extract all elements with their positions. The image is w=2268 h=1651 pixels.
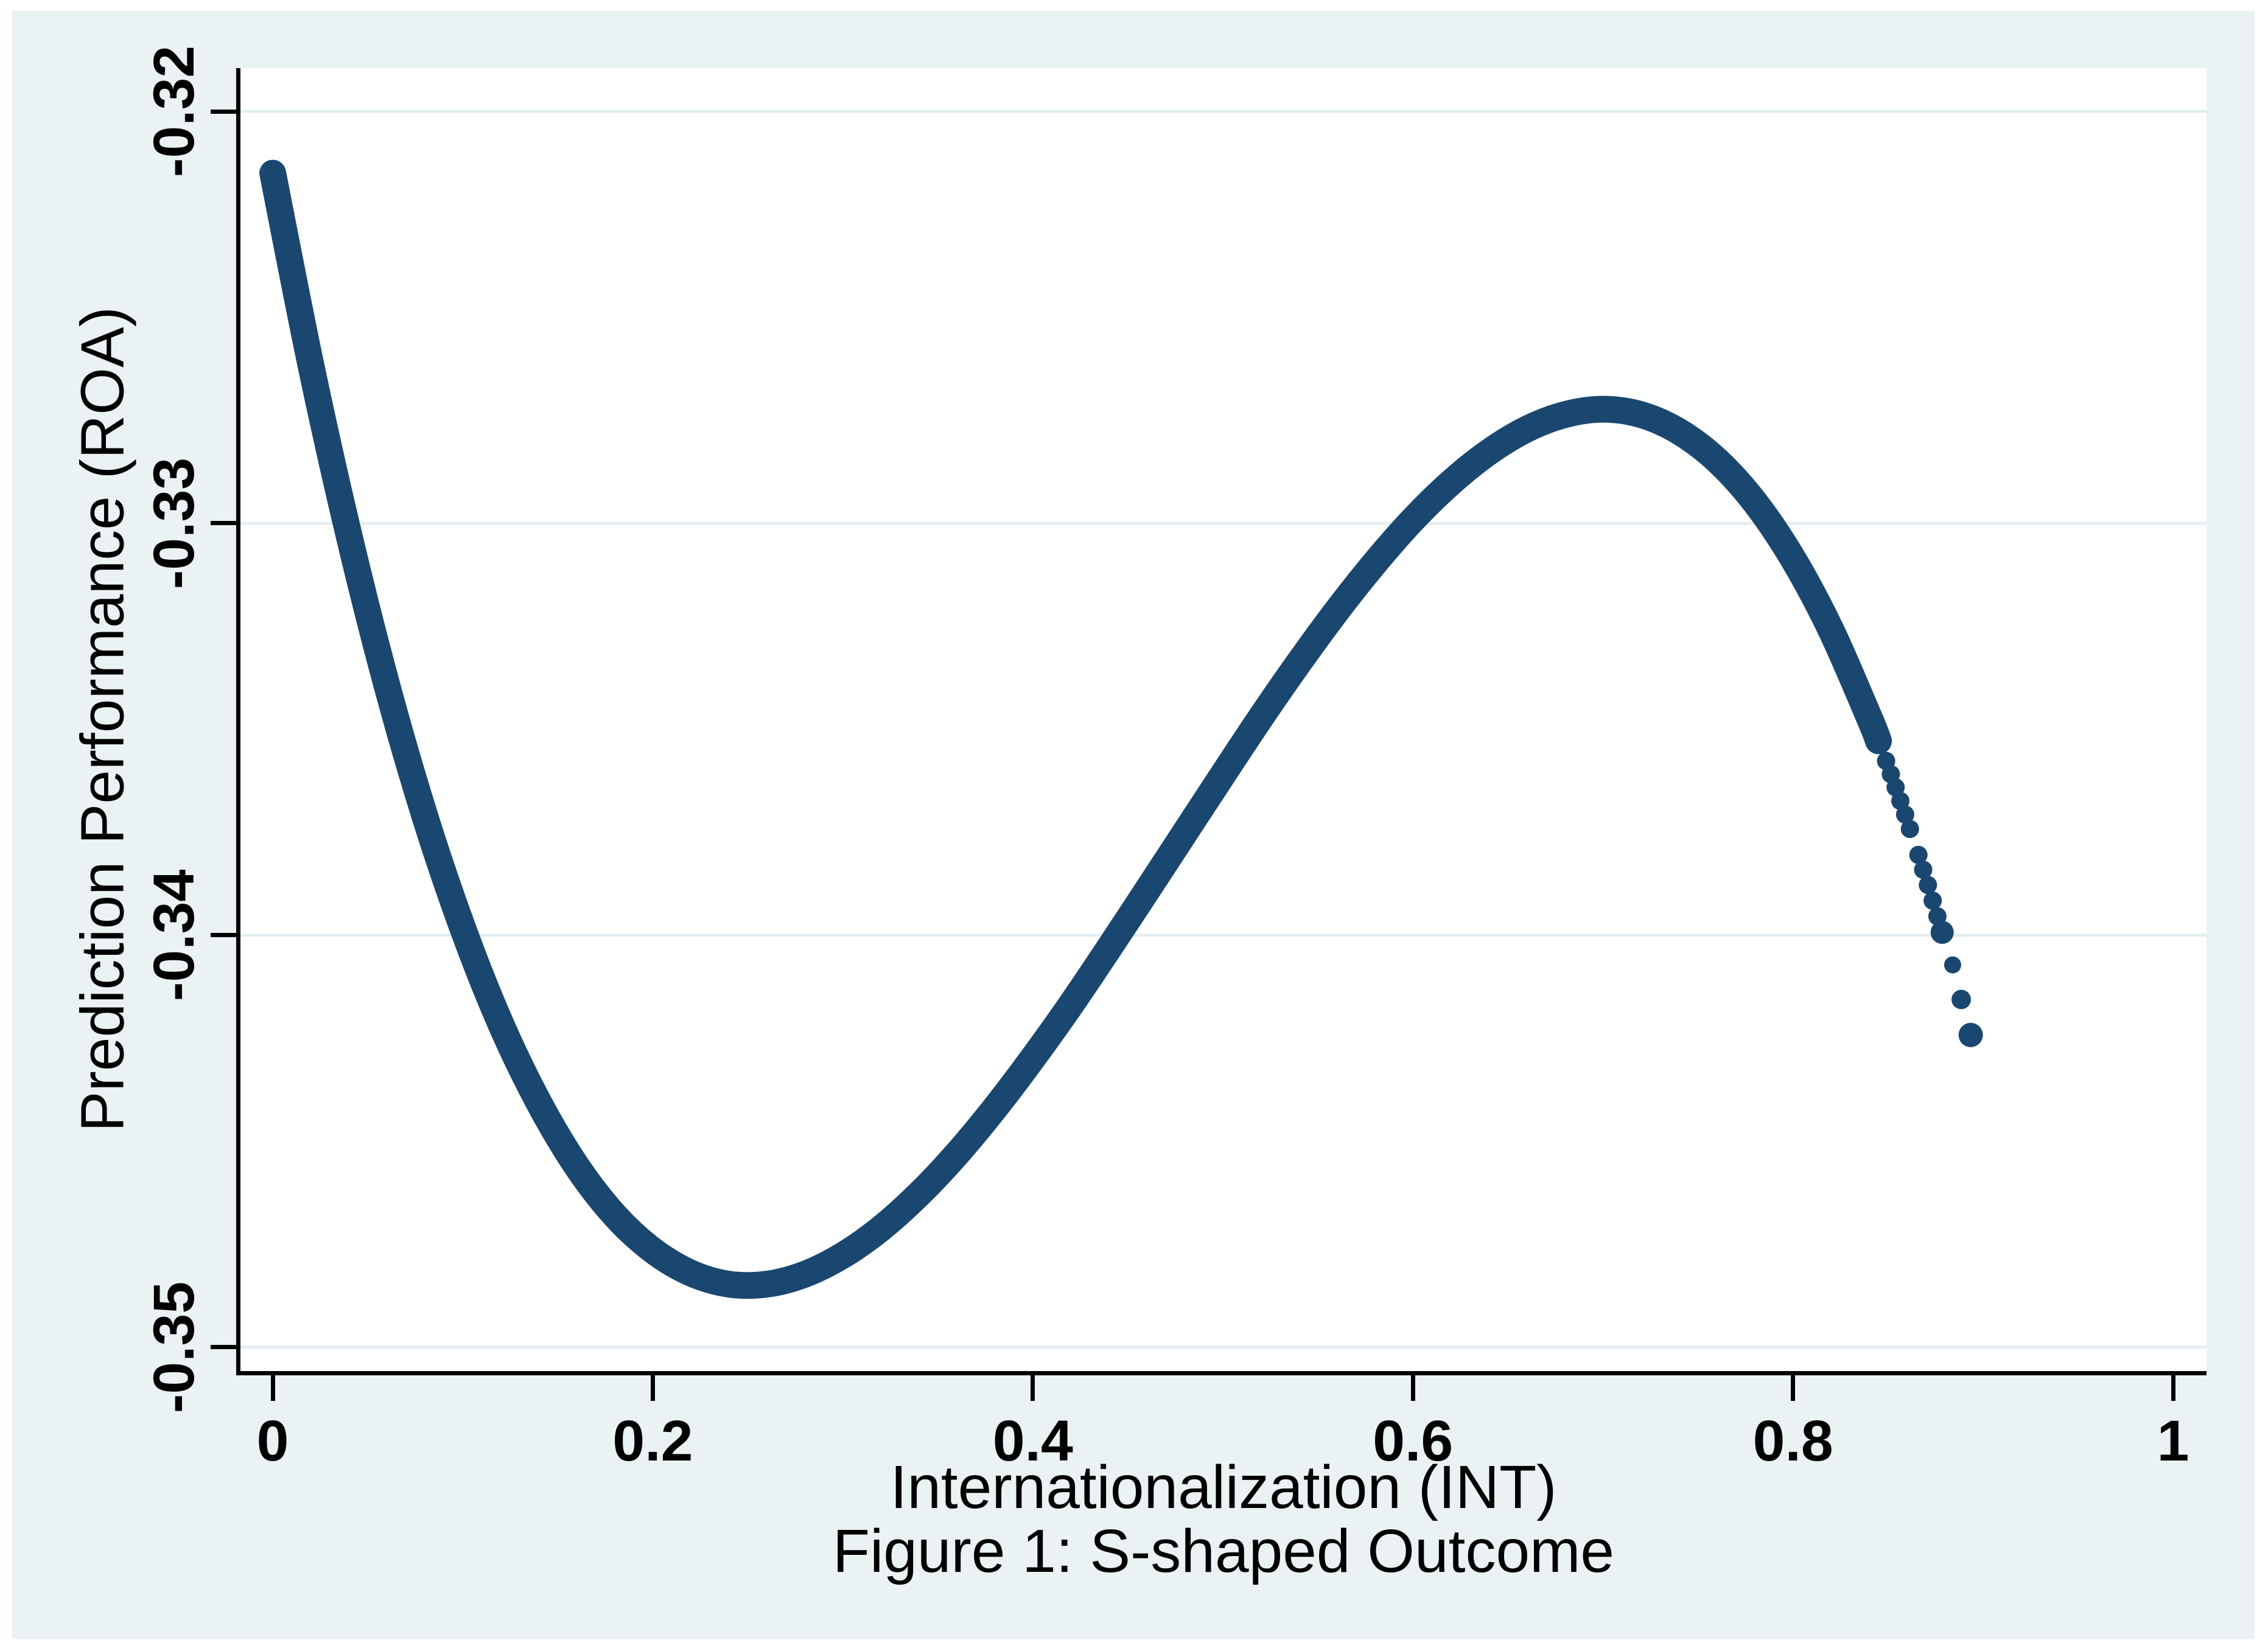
data-point [1900,820,1919,839]
y-tick-label: -0.33 [141,457,206,590]
x-tick [1410,1371,1415,1401]
x-tick-label: 0.2 [612,1409,693,1473]
y-tick-label: -0.32 [141,45,206,178]
x-tick [2171,1371,2175,1401]
data-point [1923,892,1942,910]
x-tick [1791,1371,1796,1401]
x-tick-label: 0.8 [1752,1409,1833,1473]
y-tick [211,933,240,938]
x-tick-label: 1 [2157,1409,2189,1473]
data-point [1909,845,1928,864]
y-axis-line [236,68,240,1375]
y-tick-label: -0.34 [141,869,206,1002]
data-point [1895,805,1914,824]
data-point [1958,1022,1983,1047]
x-axis-title: Internationalization (INT) [890,1453,1557,1521]
x-tick [650,1371,655,1401]
plot-area [240,68,2207,1371]
x-tick [1031,1371,1035,1401]
figure-caption: Figure 1: S-shaped Outcome [833,1517,1614,1585]
x-axis-line [236,1371,2207,1375]
y-axis-title: Prediction Performance (ROA) [68,307,136,1133]
y-tick-label: -0.35 [141,1281,206,1414]
y-tick [211,521,240,526]
x-tick-label: 0.4 [992,1409,1073,1473]
data-series-curve [259,159,1892,1299]
chart-plot-svg [240,110,2207,1349]
data-point [1871,735,1888,752]
data-point [1930,921,1954,944]
x-tick-label: 0 [256,1409,289,1473]
x-tick [270,1371,275,1401]
data-point [1914,860,1933,879]
y-tick [211,109,240,114]
data-point [1944,956,1961,974]
data-point [1919,876,1937,895]
y-tick [211,1345,240,1350]
data-point [1951,990,1971,1010]
x-tick-label: 0.6 [1373,1409,1454,1473]
